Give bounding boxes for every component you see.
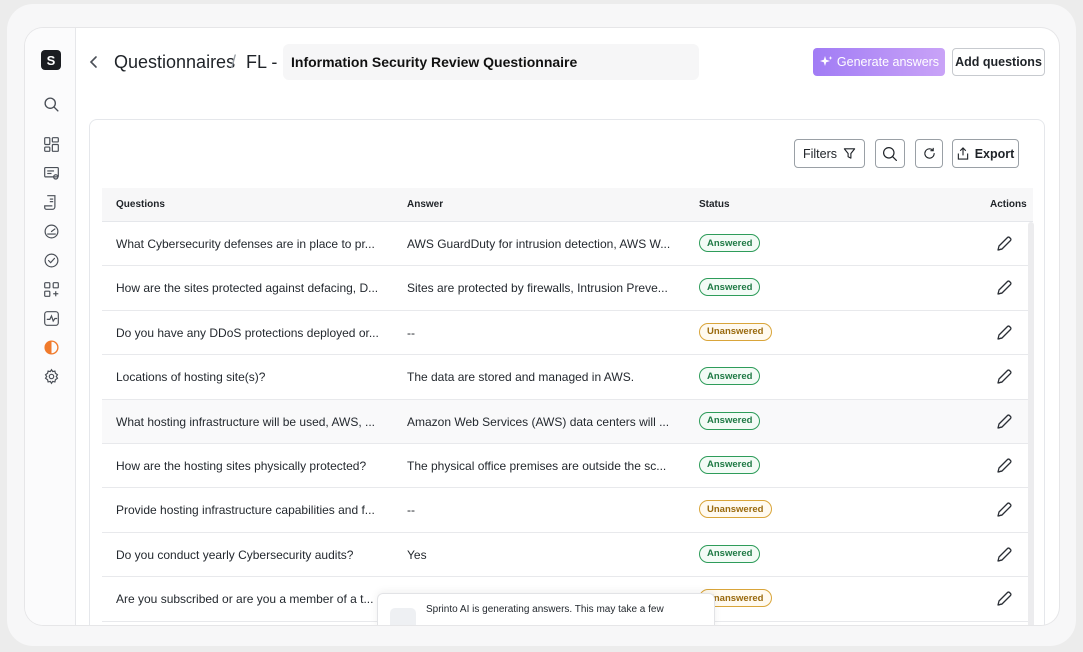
question-text[interactable]: What Cybersecurity defenses are in place… bbox=[116, 237, 375, 251]
table-row[interactable]: How are the hosting sites physically pro… bbox=[102, 444, 1033, 489]
gear-icon[interactable] bbox=[41, 366, 61, 386]
filters-label: Filters bbox=[802, 146, 838, 161]
table-body: What Cybersecurity defenses are in place… bbox=[102, 222, 1033, 622]
answer-text: -- bbox=[407, 503, 415, 518]
answer-text: The physical office premises are outside… bbox=[407, 458, 667, 473]
question-text[interactable]: How are the hosting sites physically pro… bbox=[116, 458, 367, 473]
column-actions: Actions bbox=[990, 199, 1027, 210]
table-row[interactable]: Do you have any DDoS protections deploye… bbox=[102, 311, 1033, 356]
search-icon[interactable] bbox=[41, 94, 61, 114]
answer-text: Sites are protected by firewalls, Intrus… bbox=[407, 281, 668, 296]
status-badge: Unanswered bbox=[699, 589, 772, 608]
logo[interactable]: S bbox=[41, 50, 61, 70]
generate-answers-button[interactable]: Generate answers bbox=[813, 48, 945, 76]
table-row[interactable]: Locations of hosting site(s)? The data ar… bbox=[102, 355, 1033, 400]
generation-toast: Sprinto AI is generating answers. This m… bbox=[377, 593, 715, 625]
logo-letter: S bbox=[46, 52, 56, 68]
status-badge: Answered bbox=[699, 234, 761, 252]
status-badge: Unanswered bbox=[699, 500, 772, 519]
edit-icon[interactable] bbox=[995, 590, 1013, 608]
answer-text: Amazon Web Services (AWS) data centers w… bbox=[407, 414, 670, 429]
generate-answers-label: Generate answers bbox=[836, 55, 940, 69]
edit-icon[interactable] bbox=[995, 368, 1013, 386]
export-icon bbox=[957, 147, 968, 160]
export-button[interactable]: Export bbox=[952, 139, 1019, 168]
edit-icon[interactable] bbox=[995, 457, 1013, 475]
app-window: S Que bbox=[25, 28, 1059, 625]
dashboard-icon[interactable] bbox=[41, 134, 61, 154]
edit-icon[interactable] bbox=[995, 546, 1013, 564]
back-button[interactable] bbox=[85, 52, 103, 72]
questions-table: Questions Answer Status Actions What Cyb… bbox=[102, 188, 1033, 622]
table-row[interactable]: Provide hosting infrastructure capabilit… bbox=[102, 488, 1033, 533]
edit-icon[interactable] bbox=[995, 279, 1013, 297]
question-text[interactable]: Provide hosting infrastructure capabilit… bbox=[116, 503, 375, 518]
export-label: Export bbox=[974, 146, 1015, 161]
edit-icon[interactable] bbox=[995, 413, 1013, 431]
status-badge: Unanswered bbox=[699, 322, 772, 341]
question-text[interactable]: Locations of hosting site(s)? bbox=[116, 370, 266, 385]
breadcrumb-questionnaires[interactable]: Questionnaires bbox=[114, 52, 236, 72]
table-row[interactable]: What Cybersecurity defenses are in place… bbox=[102, 222, 1033, 267]
column-status[interactable]: Status bbox=[699, 199, 730, 210]
activity-icon[interactable] bbox=[41, 308, 61, 328]
breadcrumb-separator: / bbox=[231, 52, 237, 72]
search-button[interactable] bbox=[875, 139, 905, 168]
status-badge: Answered bbox=[699, 544, 761, 563]
refresh-button[interactable] bbox=[915, 139, 943, 168]
apps-plus-icon[interactable] bbox=[41, 279, 61, 299]
refresh-icon bbox=[923, 147, 935, 159]
certificate-icon[interactable] bbox=[41, 163, 61, 183]
ai-icon bbox=[390, 608, 416, 625]
status-badge: Answered bbox=[699, 455, 761, 474]
answer-text: Yes bbox=[407, 547, 427, 562]
check-circle-icon[interactable] bbox=[41, 250, 61, 270]
question-text[interactable]: Do you have any DDoS protections deploye… bbox=[116, 325, 379, 340]
answer-text: -- bbox=[407, 325, 415, 340]
question-text[interactable]: How are the sites protected against defa… bbox=[116, 281, 379, 296]
edit-icon[interactable] bbox=[995, 324, 1013, 342]
toast-text: Sprinto AI is generating answers. This m… bbox=[426, 604, 664, 615]
questionnaire-title-input[interactable]: Information Security Review Questionnair… bbox=[283, 44, 699, 80]
questions-card: Filters Export Questions Answer Status A… bbox=[89, 119, 1045, 625]
table-row[interactable]: How are the sites protected against defa… bbox=[102, 266, 1033, 311]
add-questions-button[interactable]: Add questions bbox=[952, 48, 1045, 76]
questionnaire-title: Information Security Review Questionnair… bbox=[291, 54, 578, 70]
search-icon bbox=[883, 146, 897, 161]
table-row[interactable]: Do you conduct yearly Cybersecurity audi… bbox=[102, 533, 1033, 578]
half-circle-icon[interactable] bbox=[41, 337, 61, 357]
breadcrumb-prefix: FL - bbox=[246, 52, 278, 72]
question-text[interactable]: Do you conduct yearly Cybersecurity audi… bbox=[116, 547, 354, 562]
sidebar: S bbox=[25, 28, 76, 625]
answer-text: The data are stored and managed in AWS. bbox=[407, 370, 635, 385]
table-header: Questions Answer Status Actions bbox=[102, 188, 1033, 222]
column-questions[interactable]: Questions bbox=[116, 199, 165, 210]
filter-icon bbox=[843, 148, 856, 159]
edit-icon[interactable] bbox=[995, 501, 1013, 519]
status-badge: Answered bbox=[699, 367, 761, 386]
table-row[interactable]: What hosting infrastructure will be used… bbox=[102, 399, 1033, 444]
filters-button[interactable]: Filters bbox=[794, 139, 865, 168]
answer-text: AWS GuardDuty for intrusion detection, A… bbox=[407, 237, 671, 251]
edit-icon[interactable] bbox=[995, 235, 1013, 253]
sparkle-icon bbox=[819, 56, 833, 66]
document-icon[interactable] bbox=[41, 192, 61, 212]
table-scrollbar[interactable] bbox=[1028, 222, 1034, 625]
question-text[interactable]: What hosting infrastructure will be used… bbox=[116, 414, 375, 429]
gauge-icon[interactable] bbox=[41, 221, 61, 241]
status-badge: Answered bbox=[699, 278, 761, 297]
status-badge: Answered bbox=[699, 411, 761, 430]
column-answer[interactable]: Answer bbox=[407, 199, 444, 210]
question-text[interactable]: Are you subscribed or are you a member o… bbox=[116, 592, 374, 607]
